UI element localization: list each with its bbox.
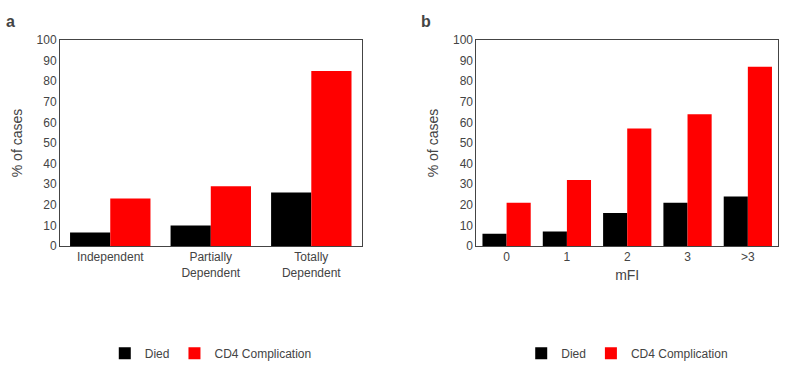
- svg-text:10: 10: [43, 219, 57, 233]
- svg-text:2: 2: [624, 250, 631, 264]
- svg-text:1: 1: [564, 250, 571, 264]
- svg-text:50: 50: [43, 136, 57, 150]
- svg-text:80: 80: [460, 74, 474, 88]
- svg-text:40: 40: [460, 157, 474, 171]
- svg-text:70: 70: [460, 95, 474, 109]
- svg-text:0: 0: [50, 239, 57, 253]
- svg-text:PartiallyDependent: PartiallyDependent: [181, 250, 240, 280]
- svg-text:TotallyDependent: TotallyDependent: [282, 250, 341, 280]
- svg-text:a: a: [6, 13, 15, 30]
- svg-text:10: 10: [460, 219, 474, 233]
- svg-text:0: 0: [503, 250, 510, 264]
- svg-text:20: 20: [460, 198, 474, 212]
- svg-text:100: 100: [37, 33, 57, 47]
- svg-text:30: 30: [43, 177, 57, 191]
- svg-text:80: 80: [43, 74, 57, 88]
- svg-text:30: 30: [460, 177, 474, 191]
- svg-text:50: 50: [460, 136, 474, 150]
- svg-text:60: 60: [43, 116, 57, 130]
- svg-text:Independent: Independent: [77, 250, 144, 264]
- svg-text:Died: Died: [561, 347, 586, 361]
- svg-text:b: b: [421, 13, 431, 30]
- svg-text:40: 40: [43, 157, 57, 171]
- svg-text:mFI: mFI: [615, 267, 639, 283]
- svg-text:CD4 Complication: CD4 Complication: [631, 347, 728, 361]
- svg-text:>3: >3: [741, 250, 755, 264]
- svg-text:70: 70: [43, 95, 57, 109]
- svg-text:Died: Died: [145, 347, 170, 361]
- svg-text:90: 90: [460, 54, 474, 68]
- svg-text:% of cases: % of cases: [9, 109, 25, 177]
- svg-text:CD4 Complication: CD4 Complication: [214, 347, 311, 361]
- svg-text:100: 100: [453, 33, 473, 47]
- svg-text:3: 3: [684, 250, 691, 264]
- svg-text:20: 20: [43, 198, 57, 212]
- svg-text:% of cases: % of cases: [425, 109, 441, 177]
- svg-text:90: 90: [43, 54, 57, 68]
- svg-text:0: 0: [466, 239, 473, 253]
- svg-text:60: 60: [460, 116, 474, 130]
